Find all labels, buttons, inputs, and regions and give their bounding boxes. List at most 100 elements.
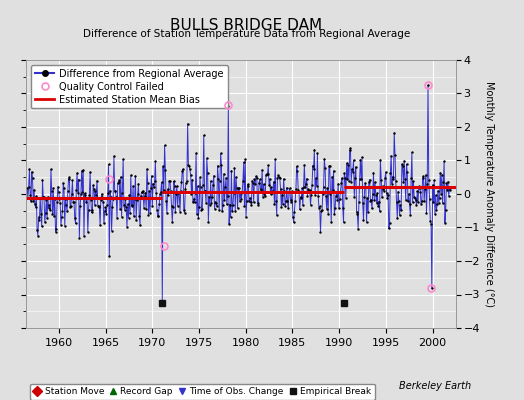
Point [166, 178, 174, 184]
Point [345, 147, 354, 154]
Legend: Station Move, Record Gap, Time of Obs. Change, Empirical Break: Station Move, Record Gap, Time of Obs. C… [30, 384, 375, 400]
Point [203, 155, 211, 162]
Point [93, 178, 101, 184]
Point [249, 180, 257, 186]
Point [40, 219, 49, 225]
Point [199, 182, 207, 188]
Point [431, 211, 439, 217]
Point [160, 142, 169, 148]
Point [406, 201, 414, 207]
Point [278, 192, 286, 198]
Point [267, 184, 276, 190]
Point [25, 166, 34, 172]
Point [170, 178, 178, 185]
Point [440, 158, 449, 165]
Point [32, 193, 40, 200]
Point [63, 188, 72, 194]
Point [332, 193, 340, 199]
Point [427, 220, 435, 227]
Point [147, 185, 155, 192]
Point [405, 191, 413, 197]
Text: Difference of Station Temperature Data from Regional Average: Difference of Station Temperature Data f… [83, 29, 410, 39]
Point [323, 185, 332, 191]
Point [134, 180, 143, 187]
Point [88, 209, 96, 216]
Point [312, 182, 321, 189]
Point [337, 180, 345, 187]
Point [295, 189, 303, 195]
Point [435, 194, 444, 201]
Point [444, 178, 452, 185]
Point [121, 196, 129, 202]
Point [339, 205, 347, 211]
Point [129, 183, 137, 189]
Point [411, 195, 419, 201]
Point [43, 194, 52, 200]
Point [123, 224, 131, 230]
Point [73, 170, 81, 176]
Point [332, 189, 341, 196]
Point [444, 193, 453, 199]
Point [416, 185, 424, 191]
Point [104, 190, 112, 196]
Point [84, 207, 93, 214]
Point [243, 181, 252, 188]
Point [39, 194, 48, 200]
Point [320, 156, 329, 162]
Point [246, 199, 255, 205]
Point [369, 169, 378, 176]
Point [437, 190, 445, 197]
Point [411, 197, 420, 203]
Point [331, 205, 339, 211]
Point [27, 198, 35, 204]
Point [53, 183, 62, 190]
Point [98, 194, 106, 200]
Point [219, 202, 227, 208]
Point [269, 179, 278, 185]
Point [330, 168, 338, 174]
Point [206, 202, 214, 208]
Point [124, 201, 132, 207]
Point [268, 190, 276, 196]
Point [225, 221, 233, 227]
Point [212, 200, 220, 206]
Point [302, 175, 311, 182]
Point [89, 182, 97, 189]
Point [239, 178, 247, 184]
Point [132, 217, 140, 223]
Point [368, 190, 377, 197]
Point [179, 166, 187, 172]
Point [321, 164, 329, 171]
Point [126, 210, 134, 216]
Point [237, 196, 246, 202]
Point [182, 180, 190, 186]
Point [63, 208, 71, 214]
Point [281, 203, 289, 210]
Point [288, 188, 296, 194]
Point [33, 227, 41, 234]
Point [74, 176, 83, 183]
Point [56, 200, 64, 206]
Point [254, 201, 263, 208]
Point [371, 179, 379, 185]
Point [94, 202, 103, 209]
Point [230, 190, 238, 196]
Point [305, 188, 313, 194]
Point [205, 193, 213, 200]
Point [30, 186, 38, 193]
Point [215, 207, 223, 214]
Point [342, 194, 350, 201]
Point [171, 209, 180, 215]
Point [51, 228, 60, 235]
Point [269, 188, 277, 194]
Point [272, 212, 281, 218]
Point [274, 172, 282, 178]
Point [193, 183, 202, 189]
Point [374, 203, 383, 210]
Point [404, 198, 412, 204]
Point [45, 202, 53, 209]
Point [398, 161, 406, 168]
Point [317, 208, 325, 214]
Point [350, 157, 358, 163]
Point [368, 205, 376, 212]
